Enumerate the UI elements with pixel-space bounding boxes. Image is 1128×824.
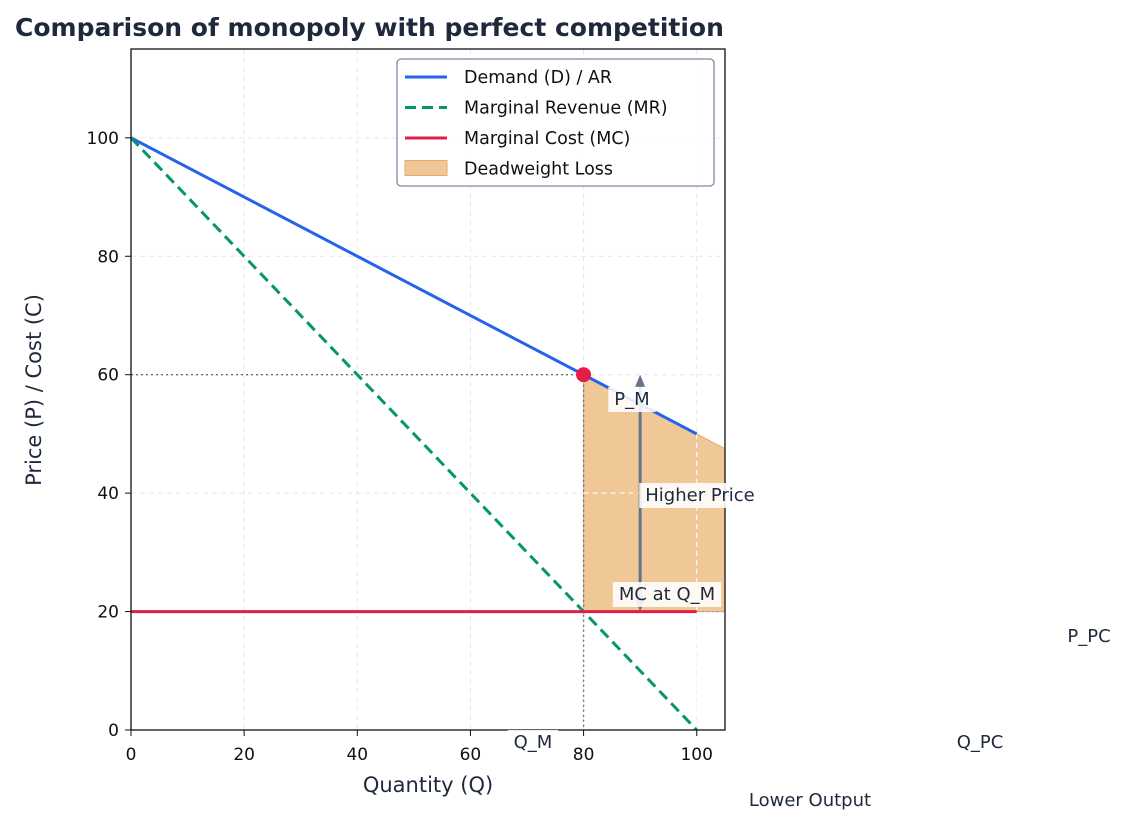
annotations: Q_M P_M Higher Price MC at Q_M P_PC Q_PC Lower… xyxy=(507,387,1111,811)
y-tick-label: 20 xyxy=(97,603,119,623)
legend-label: Deadweight Loss xyxy=(464,160,613,180)
annotation-text: MC at Q_M xyxy=(619,584,715,605)
chart-title: Comparison of monopoly with perfect comp… xyxy=(15,13,724,42)
annotation-background xyxy=(507,730,559,755)
annotation-background xyxy=(639,483,761,508)
x-tick-label: 40 xyxy=(346,745,368,765)
annotation-text: Q_PC xyxy=(957,732,1004,753)
annotation-q-m: Q_M xyxy=(507,730,559,755)
annotation-lower-output: Lower Output xyxy=(749,790,871,811)
annotation-text: Lower Output xyxy=(749,790,871,811)
y-tick-label: 80 xyxy=(97,247,119,267)
y-axis-label: Price (P) / Cost (C) xyxy=(22,294,46,486)
annotation-text: P_PC xyxy=(1067,626,1110,647)
y-tick-label: 60 xyxy=(97,366,119,386)
x-tick-label: 60 xyxy=(460,745,482,765)
x-tick-label: 100 xyxy=(680,745,712,765)
annotation-background xyxy=(612,582,722,607)
annotation-p-m: P_M xyxy=(608,387,656,412)
legend-label: Demand (D) / AR xyxy=(464,68,612,88)
annotation-q-pc: Q_PC xyxy=(957,732,1004,753)
x-axis-label: Quantity (Q) xyxy=(363,773,493,797)
x-tick-label: 20 xyxy=(233,745,255,765)
x-tick-label: 0 xyxy=(126,745,137,765)
y-tick-label: 100 xyxy=(87,129,119,149)
legend-box xyxy=(396,58,715,187)
demand-line xyxy=(131,136,698,436)
y-tick-label: 0 xyxy=(108,721,119,741)
x-tick-label: 80 xyxy=(573,745,595,765)
ticks: 0 20 40 60 80 100 0 20 40 60 80 100 xyxy=(87,129,713,765)
annotation-text: Q_M xyxy=(514,732,553,753)
legend-swatch-deadweight-loss xyxy=(404,160,448,176)
annotation-p-pc: P_PC xyxy=(1067,626,1110,647)
monopoly-point xyxy=(576,367,592,383)
arrow-head-up xyxy=(635,374,646,387)
annotation-mc-qm: MC at Q_M xyxy=(612,582,722,607)
annotation-text: Higher Price xyxy=(645,485,754,506)
legend-label: Marginal Revenue (MR) xyxy=(464,99,668,119)
legend: Demand (D) / AR Marginal Revenue (MR) Marg… xyxy=(396,58,715,187)
annotation-text: P_M xyxy=(614,389,649,410)
plot-frame xyxy=(130,48,726,731)
plot-marks xyxy=(131,136,725,730)
legend-label: Marginal Cost (MC) xyxy=(464,129,630,149)
annotation-background xyxy=(608,387,656,412)
marginal-revenue-line xyxy=(131,136,698,730)
annotation-higher-price: Higher Price xyxy=(639,483,761,508)
y-tick-label: 40 xyxy=(97,484,119,504)
clipped-marks xyxy=(131,136,725,730)
